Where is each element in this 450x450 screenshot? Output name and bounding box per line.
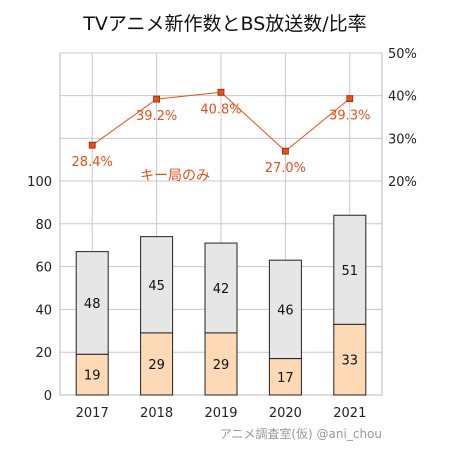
- y-left-tick-label: 100: [27, 175, 52, 190]
- y-left-tick-label: 0: [44, 389, 52, 404]
- bar-other-label: 42: [213, 282, 230, 297]
- y-right-tick-label: 30%: [388, 132, 417, 147]
- bar-bs-label: 19: [84, 369, 101, 384]
- x-tick-label: 2021: [333, 406, 366, 421]
- bar-bs: [140, 332, 174, 396]
- rate-point: [217, 88, 225, 96]
- credit: アニメ調査室(仮) @ani_chou: [220, 426, 382, 441]
- bar-other: [75, 251, 109, 355]
- rate-point: [346, 95, 354, 103]
- axes: 2017 2018 2019 2020 2021 0 20 40 60 80 100 20% 30% 40…: [27, 47, 417, 421]
- y-right-tick-label: 50%: [388, 47, 417, 62]
- rate-label: 39.3%: [329, 109, 370, 124]
- bar-bs-label: 29: [213, 358, 230, 373]
- rate-label: 27.0%: [265, 161, 306, 176]
- bar-other-label: 48: [84, 297, 101, 312]
- rate-label: 40.8%: [200, 102, 241, 117]
- bar-other: [268, 259, 302, 360]
- bar-other-label: 51: [342, 264, 359, 279]
- y-left-tick-label: 20: [35, 346, 52, 361]
- bar-other-label: 46: [277, 303, 294, 318]
- y-right-tick-label: 20%: [388, 175, 417, 190]
- rate-label: 28.4%: [72, 155, 113, 170]
- x-tick-label: 2020: [269, 406, 302, 421]
- rate-label: 39.2%: [136, 109, 177, 124]
- rate-point: [281, 147, 289, 155]
- bar-bs-label: 17: [277, 371, 294, 386]
- rate-line: 28.4% 39.2% 40.8% 27.0% 39.3%: [72, 88, 370, 176]
- bars: 19 48 29 45 29 42 17 46 33 51: [75, 214, 367, 396]
- bar-bs-label: 33: [342, 354, 359, 369]
- chart-title: TVアニメ新作数とBS放送数/比率: [82, 13, 366, 35]
- bar-bs: [204, 332, 238, 396]
- y-left-tick-label: 40: [35, 303, 52, 318]
- bar-other: [204, 242, 238, 334]
- x-tick-label: 2018: [140, 406, 173, 421]
- bar-other: [333, 214, 367, 325]
- x-tick-label: 2019: [204, 406, 237, 421]
- bar-bs: [268, 358, 302, 396]
- y-left-tick-label: 60: [35, 261, 52, 276]
- y-left-tick-label: 80: [35, 218, 52, 233]
- y-right-tick-label: 40%: [388, 90, 417, 105]
- rate-point: [88, 141, 96, 149]
- bar-bs-label: 29: [148, 358, 165, 373]
- bar-other: [140, 236, 174, 334]
- bar-other-label: 45: [148, 279, 165, 294]
- bar-bs: [75, 353, 109, 396]
- x-tick-label: 2017: [76, 406, 109, 421]
- bar-bs: [333, 323, 367, 396]
- annotation-key-stations: キー局のみ: [140, 168, 210, 184]
- rate-point: [153, 95, 161, 103]
